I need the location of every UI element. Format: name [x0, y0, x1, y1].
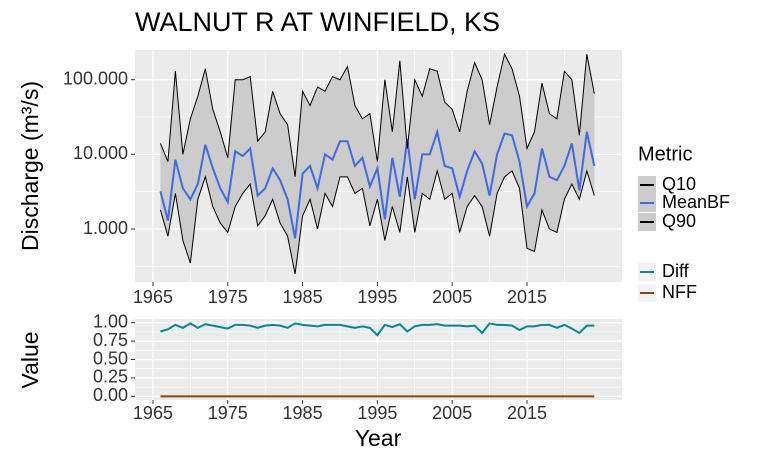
x-tick-label: 2005: [432, 403, 472, 423]
series-line: [159, 128, 596, 239]
series-line: [159, 168, 595, 275]
x-axis-title: Year: [355, 425, 402, 451]
y-tick-label: 100.000: [63, 68, 128, 88]
x-tick-label: 1995: [357, 403, 397, 423]
y-tick-label: 10.000: [73, 143, 128, 163]
legend-label: Diff: [662, 261, 690, 281]
y-axis-title: Discharge (m³/s): [17, 81, 43, 251]
legend-label: Q10: [662, 174, 696, 194]
x-tick-label: 1975: [208, 403, 248, 423]
y-tick-label: 0.00: [93, 385, 128, 405]
legend-label: Q90: [662, 211, 696, 231]
x-tick-label: 2005: [432, 287, 472, 307]
x-tick-label: 1985: [283, 403, 323, 423]
y-tick-label: 0.50: [93, 348, 128, 368]
legend-label: MeanBF: [662, 192, 730, 212]
x-tick-label: 1965: [133, 403, 173, 423]
chart-title: WALNUT R AT WINFIELD, KS: [135, 7, 500, 37]
y-tick-label: 1.00: [93, 311, 128, 331]
x-tick-label: 2015: [507, 403, 547, 423]
x-tick-label: 1965: [133, 287, 173, 307]
y-axis-title: Value: [17, 331, 43, 388]
series-line: [159, 52, 595, 177]
ribbon: [160, 54, 595, 274]
x-tick-label: 1975: [208, 287, 248, 307]
series-line: [160, 322, 595, 337]
y-tick-label: 0.75: [93, 330, 128, 350]
y-tick-label: 0.25: [93, 367, 128, 387]
x-tick-label: 2015: [507, 287, 547, 307]
legend-title: Metric: [638, 143, 692, 165]
y-tick-label: 1.000: [83, 218, 128, 238]
legend-label: NFF: [662, 282, 697, 302]
x-tick-label: 1985: [283, 287, 323, 307]
x-tick-label: 1995: [357, 287, 397, 307]
